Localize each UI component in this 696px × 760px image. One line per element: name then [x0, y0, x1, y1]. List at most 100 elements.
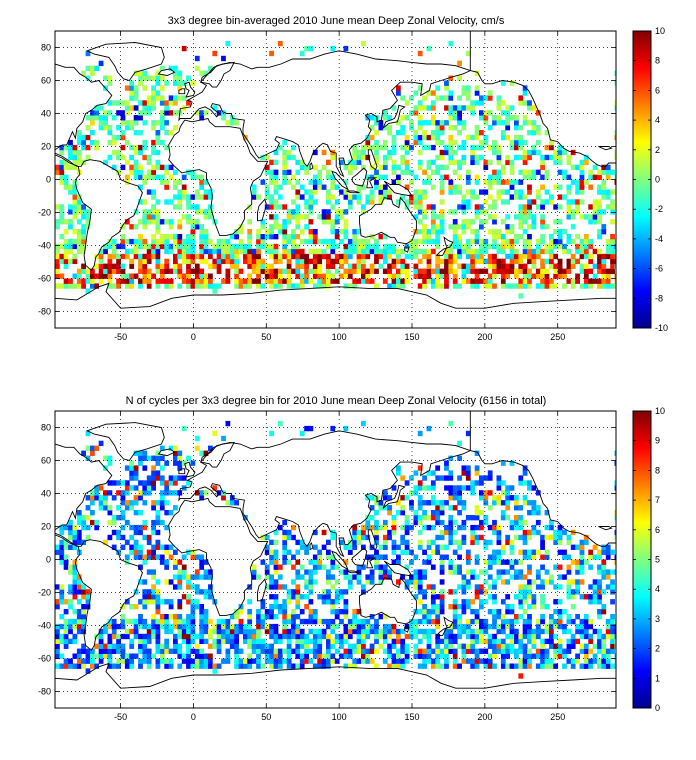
velocity-cell — [470, 268, 476, 274]
count-cell — [273, 614, 279, 620]
velocity-cell — [400, 125, 406, 131]
velocity-cell — [90, 110, 95, 116]
velocity-cell — [588, 268, 594, 274]
velocity-cell — [361, 243, 366, 250]
velocity-cell — [190, 248, 196, 255]
count-cell — [269, 614, 274, 620]
count-cell — [496, 609, 502, 615]
velocity-cell — [575, 199, 580, 205]
velocity-cell — [168, 243, 174, 250]
velocity-cell — [387, 273, 392, 279]
velocity-cell — [103, 115, 108, 121]
velocity-cell — [326, 194, 331, 200]
count-cell — [291, 594, 296, 600]
count-cell — [177, 633, 183, 640]
count-cell — [76, 648, 82, 654]
count-cell — [531, 524, 537, 531]
coastline — [435, 236, 454, 256]
velocity-cell — [514, 214, 519, 220]
count-cell — [509, 519, 515, 526]
count-cell — [457, 618, 462, 625]
velocity-cell — [514, 234, 519, 240]
velocity-cell — [269, 194, 274, 200]
count-cell — [63, 559, 69, 565]
velocity-cell — [465, 95, 471, 101]
velocity-cell — [164, 278, 170, 284]
velocity-cell — [426, 105, 432, 111]
count-cell — [535, 623, 541, 630]
count-cell — [291, 648, 296, 654]
count-cell — [430, 500, 436, 506]
velocity-cell — [356, 258, 362, 265]
count-cell — [518, 643, 524, 649]
count-cell — [461, 658, 467, 664]
count-cell — [435, 510, 441, 516]
velocity-cell — [404, 159, 410, 166]
count-cell — [286, 529, 292, 536]
count-cell — [605, 658, 611, 664]
velocity-cell — [347, 248, 353, 255]
count-cell — [256, 628, 261, 635]
velocity-cell — [312, 234, 318, 240]
velocity-cell — [435, 243, 441, 250]
count-cell — [295, 569, 301, 575]
velocity-cell — [326, 243, 331, 250]
velocity-cell — [199, 248, 205, 255]
velocity-cell — [439, 283, 445, 289]
velocity-cell — [269, 253, 274, 260]
count-cell — [518, 505, 524, 511]
velocity-cell — [444, 248, 449, 255]
velocity-cell — [430, 105, 436, 111]
velocity-cell — [514, 238, 519, 245]
velocity-cell — [164, 234, 170, 240]
count-cell — [444, 475, 449, 481]
count-cell — [562, 549, 567, 555]
count-cell — [155, 609, 161, 615]
velocity-cell — [369, 268, 375, 274]
count-cell — [221, 623, 226, 630]
count-cell — [55, 653, 60, 659]
count-cell — [487, 470, 493, 476]
velocity-cell — [549, 283, 554, 289]
count-cell — [164, 579, 170, 585]
count-cell — [592, 599, 598, 605]
velocity-cell — [597, 263, 602, 269]
velocity-cell — [544, 278, 550, 284]
coastline — [178, 468, 186, 475]
velocity-cell — [391, 134, 397, 141]
count-cell — [391, 658, 397, 664]
count-cell — [579, 628, 585, 635]
velocity-cell — [286, 234, 292, 240]
velocity-cell — [435, 169, 441, 175]
velocity-cell — [138, 80, 143, 86]
count-cell — [221, 495, 226, 501]
count-cell — [361, 638, 366, 645]
count-cell — [461, 653, 467, 659]
velocity-cell — [592, 219, 598, 225]
count-cell — [356, 638, 362, 645]
count-cell — [452, 653, 458, 659]
count-cell — [500, 544, 506, 550]
count-cell — [155, 628, 161, 635]
velocity-cell — [291, 268, 296, 274]
velocity-cell — [527, 258, 532, 265]
velocity-cell — [496, 115, 502, 121]
velocity-cell — [452, 105, 458, 111]
velocity-cell — [422, 189, 427, 195]
count-cell — [347, 628, 353, 635]
velocity-cell — [417, 204, 423, 210]
count-cell — [343, 614, 349, 620]
count-cell — [155, 460, 161, 466]
count-cell — [426, 609, 432, 615]
velocity-cell — [413, 174, 419, 180]
velocity-cell — [588, 184, 594, 190]
velocity-cell — [168, 199, 174, 205]
count-cell — [439, 475, 445, 481]
velocity-cell — [164, 105, 170, 111]
count-cell — [487, 584, 493, 590]
velocity-cell — [544, 268, 550, 274]
count-cell — [142, 638, 148, 645]
velocity-cell — [173, 194, 178, 200]
velocity-cell — [457, 234, 462, 240]
count-cell — [282, 584, 288, 590]
